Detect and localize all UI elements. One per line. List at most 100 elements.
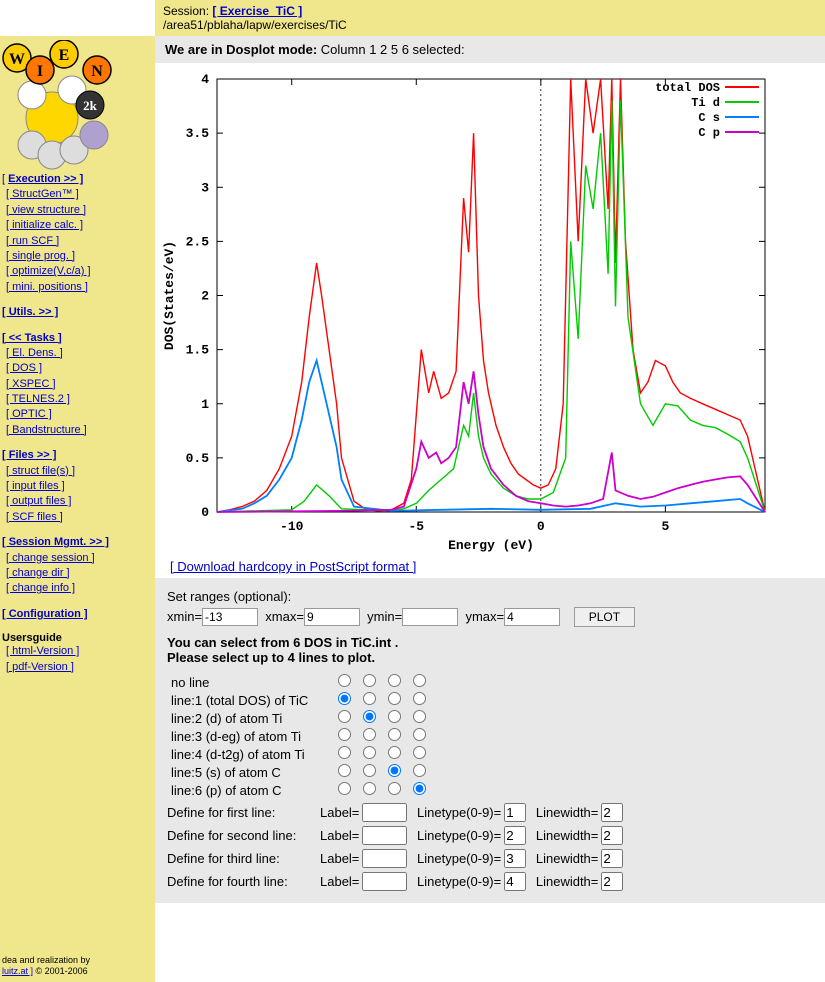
define-lw-input-3[interactable] — [601, 872, 623, 891]
dos-radio-6-0[interactable] — [338, 782, 351, 795]
label-lab: Label= — [320, 851, 359, 866]
nav-guide-item-1[interactable]: [ pdf-Version ] — [2, 660, 153, 675]
dos-radio-4-3[interactable] — [413, 746, 426, 759]
dos-row: line:6 (p) of atom C — [167, 781, 432, 799]
nav-exec-item-6[interactable]: [ mini. positions ] — [2, 280, 153, 295]
nav-files-item-0[interactable]: [ struct file(s) ] — [2, 464, 153, 479]
nav-tasks-item-4[interactable]: [ OPTIC ] — [2, 407, 153, 422]
dos-radio-4-2[interactable] — [388, 746, 401, 759]
dos-radio-2-0[interactable] — [338, 710, 351, 723]
dos-radio-4-0[interactable] — [338, 746, 351, 759]
define-label-input-3[interactable] — [362, 872, 407, 891]
dos-radio-4-1[interactable] — [363, 746, 376, 759]
nav-exec-item-2[interactable]: [ initialize calc. ] — [2, 218, 153, 233]
define-lt-input-3[interactable] — [504, 872, 526, 891]
nav-configuration[interactable]: [ Configuration ] — [2, 608, 88, 620]
download-link[interactable]: [ Download hardcopy in PostScript format… — [155, 557, 825, 578]
define-label-input-2[interactable] — [362, 849, 407, 868]
define-lt-input-2[interactable] — [504, 849, 526, 868]
nav-utils[interactable]: [ Utils. >> ] — [2, 306, 58, 318]
define-row-2: Define for third line:Label= Linetype(0-… — [167, 849, 813, 868]
dos-row: line:5 (s) of atom C — [167, 763, 432, 781]
dos-radio-1-3[interactable] — [413, 692, 426, 705]
label-lab: Label= — [320, 828, 359, 843]
nav-exec-item-3[interactable]: [ run SCF ] — [2, 234, 153, 249]
define-label-input-1[interactable] — [362, 826, 407, 845]
nav-tasks[interactable]: [ << Tasks ] — [2, 332, 62, 344]
nav-files-item-1[interactable]: [ input files ] — [2, 479, 153, 494]
svg-text:-10: -10 — [280, 519, 304, 534]
define-row-0: Define for first line:Label= Linetype(0-… — [167, 803, 813, 822]
define-lt-input-1[interactable] — [504, 826, 526, 845]
svg-text:2k: 2k — [83, 98, 98, 113]
dos-radio-0-3[interactable] — [413, 674, 426, 687]
dos-radio-5-0[interactable] — [338, 764, 351, 777]
nav-files-item-2[interactable]: [ output files ] — [2, 494, 153, 509]
dos-radio-5-3[interactable] — [413, 764, 426, 777]
dos-radio-3-1[interactable] — [363, 728, 376, 741]
nav-guide-item-0[interactable]: [ html-Version ] — [2, 644, 153, 659]
form-area: Set ranges (optional): xmin= xmax= ymin=… — [155, 578, 825, 903]
dos-radio-6-2[interactable] — [388, 782, 401, 795]
define-lw-input-2[interactable] — [601, 849, 623, 868]
nav-session-item-0[interactable]: [ change session ] — [2, 551, 153, 566]
nav-exec-item-4[interactable]: [ single prog. ] — [2, 249, 153, 264]
dos-radio-0-0[interactable] — [338, 674, 351, 687]
nav-tasks-item-3[interactable]: [ TELNES.2 ] — [2, 392, 153, 407]
dos-radio-6-1[interactable] — [363, 782, 376, 795]
nav-tasks-item-5[interactable]: [ Bandstructure ] — [2, 423, 153, 438]
nav-tasks-item-0[interactable]: [ El. Dens. ] — [2, 346, 153, 361]
define-lw-input-1[interactable] — [601, 826, 623, 845]
nav-session-mgmt[interactable]: [ Session Mgmt. >> ] — [2, 536, 109, 548]
ymin-input[interactable] — [402, 608, 458, 626]
dos-radio-0-2[interactable] — [388, 674, 401, 687]
ranges-label: Set ranges (optional): — [167, 589, 813, 604]
dos-radio-3-2[interactable] — [388, 728, 401, 741]
define-lt-input-0[interactable] — [504, 803, 526, 822]
select-info-2: Please select up to 4 lines to plot. — [167, 650, 813, 665]
nav-exec-item-5[interactable]: [ optimize(V,c/a) ] — [2, 264, 153, 279]
nav-files[interactable]: [ Files >> ] — [2, 449, 56, 461]
nav-tasks-item-1[interactable]: [ DOS ] — [2, 361, 153, 376]
dos-radio-5-2[interactable] — [388, 764, 401, 777]
footer-link[interactable]: luitz.at ] — [2, 966, 33, 976]
select-info-1: You can select from 6 DOS in TiC.int . — [167, 635, 813, 650]
dos-radio-1-0[interactable] — [338, 692, 351, 705]
svg-text:E: E — [59, 47, 70, 64]
ymax-input[interactable] — [504, 608, 560, 626]
nav-session-item-1[interactable]: [ change dir ] — [2, 566, 153, 581]
dos-radio-3-3[interactable] — [413, 728, 426, 741]
usersguide-label: Usersguide — [2, 632, 62, 644]
nav-execution[interactable]: Execution >> ] — [8, 173, 83, 185]
define-label: Define for third line: — [167, 851, 317, 866]
dos-radio-2-1[interactable] — [363, 710, 376, 723]
nav-exec-item-1[interactable]: [ view structure ] — [2, 203, 153, 218]
nav-exec-item-0[interactable]: [ StructGen™ ] — [2, 187, 153, 202]
session-link[interactable]: [ Exercise_TiC ] — [212, 4, 302, 18]
xmin-input[interactable] — [202, 608, 258, 626]
dos-radio-1-1[interactable] — [363, 692, 376, 705]
dos-radio-6-3[interactable] — [413, 782, 426, 795]
nav-files-item-3[interactable]: [ SCF files ] — [2, 510, 153, 525]
svg-text:total DOS: total DOS — [655, 81, 720, 95]
dos-row-label: line:2 (d) of atom Ti — [167, 709, 332, 727]
dos-radio-1-2[interactable] — [388, 692, 401, 705]
mode-suffix: Column 1 2 5 6 selected: — [317, 42, 464, 57]
lt-lab: Linetype(0-9)= — [417, 851, 501, 866]
nav-tasks-item-2[interactable]: [ XSPEC ] — [2, 377, 153, 392]
dos-radio-5-1[interactable] — [363, 764, 376, 777]
dos-radio-2-3[interactable] — [413, 710, 426, 723]
define-label: Define for second line: — [167, 828, 317, 843]
svg-text:C p: C p — [698, 126, 720, 140]
plot-button[interactable]: PLOT — [574, 607, 635, 627]
xmax-input[interactable] — [304, 608, 360, 626]
svg-text:2: 2 — [201, 289, 209, 304]
dos-radio-3-0[interactable] — [338, 728, 351, 741]
define-label-input-0[interactable] — [362, 803, 407, 822]
dos-radio-2-2[interactable] — [388, 710, 401, 723]
define-lw-input-0[interactable] — [601, 803, 623, 822]
dos-radio-0-1[interactable] — [363, 674, 376, 687]
nav-session-item-2[interactable]: [ change info ] — [2, 581, 153, 596]
xmin-label: xmin= — [167, 609, 202, 624]
svg-text:C s: C s — [698, 111, 720, 125]
